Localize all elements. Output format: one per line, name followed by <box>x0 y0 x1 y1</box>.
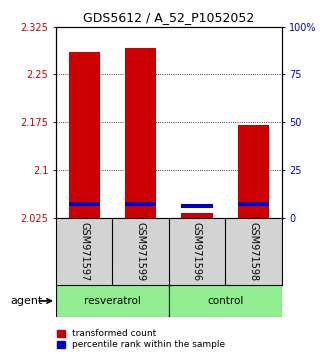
Bar <box>69 52 100 218</box>
Bar <box>181 213 212 218</box>
Bar <box>69 202 100 206</box>
Text: GSM971597: GSM971597 <box>79 222 89 281</box>
Title: GDS5612 / A_52_P1052052: GDS5612 / A_52_P1052052 <box>83 11 254 24</box>
Bar <box>181 204 212 208</box>
Text: GSM971599: GSM971599 <box>136 222 146 281</box>
Bar <box>238 125 269 218</box>
Bar <box>169 285 282 317</box>
Text: GSM971598: GSM971598 <box>248 222 259 281</box>
Bar <box>125 202 156 206</box>
Text: control: control <box>207 296 244 306</box>
Bar <box>125 47 156 218</box>
Bar <box>238 202 269 206</box>
Text: resveratrol: resveratrol <box>84 296 141 306</box>
Text: agent: agent <box>11 296 43 306</box>
Bar <box>56 285 169 317</box>
Legend: transformed count, percentile rank within the sample: transformed count, percentile rank withi… <box>57 329 225 349</box>
Text: GSM971596: GSM971596 <box>192 222 202 281</box>
